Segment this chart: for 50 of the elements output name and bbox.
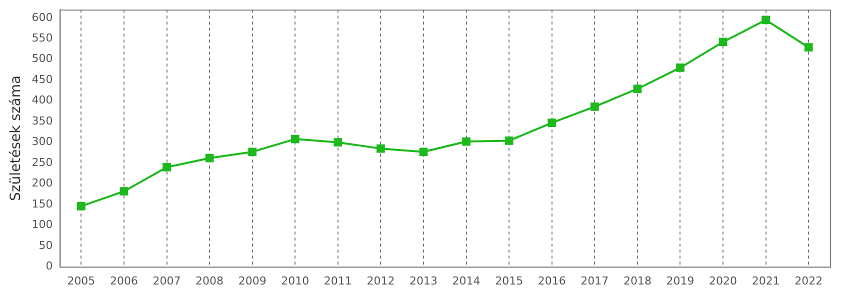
y-tick-label: 400 [32, 94, 53, 107]
x-tick-label: 2022 [794, 274, 823, 288]
y-tick-label: 100 [32, 218, 53, 232]
y-tick-label: 250 [32, 156, 53, 169]
point [762, 16, 770, 24]
point [205, 154, 214, 162]
y-tick-label: 50 [38, 238, 53, 252]
point [633, 84, 642, 94]
x-tick-label: 2007 [152, 274, 181, 288]
point [548, 118, 556, 128]
x-tick-label: 2018 [623, 274, 652, 288]
x-tick-label: 2013 [410, 274, 438, 288]
x-tick-label: 2020 [709, 274, 738, 288]
point [77, 202, 86, 210]
point [248, 148, 257, 156]
point [590, 102, 599, 111]
y-tick-label: 600 [32, 10, 53, 24]
y-tick-label: 0 [46, 260, 53, 273]
point [120, 187, 128, 196]
y-tick-label: 300 [32, 135, 53, 148]
x-tick-label: 2021 [752, 274, 780, 288]
point [376, 144, 385, 153]
y-tick-label: 150 [32, 197, 53, 210]
x-tick-label: 2014 [452, 274, 480, 288]
x-tick-label: 2008 [196, 274, 224, 288]
point [162, 163, 171, 172]
point [718, 38, 728, 46]
x-tick-label: 2012 [366, 274, 395, 288]
y-axis-title: Születések száma [8, 75, 24, 202]
x-tick-label: 2005 [67, 274, 96, 288]
y-tick-label: 550 [32, 32, 53, 44]
x-tick-label: 2019 [666, 274, 694, 288]
point [290, 134, 300, 144]
x-tick-label: 2009 [238, 274, 266, 288]
y-tick-label: 350 [32, 114, 53, 128]
y-tick-label: 450 [32, 72, 53, 86]
point [462, 137, 470, 146]
x-tick-label: 2016 [538, 274, 566, 288]
point [334, 138, 342, 147]
point [676, 63, 684, 72]
y-tick-label: 500 [32, 52, 53, 66]
x-tick-label: 2017 [580, 274, 609, 288]
x-tick-label: 2006 [110, 274, 138, 288]
point [419, 148, 428, 156]
x-tick-label: 2015 [495, 274, 524, 288]
x-tick-label: 2011 [324, 274, 352, 288]
point [504, 136, 514, 145]
y-tick-label: 200 [32, 176, 53, 190]
point [804, 43, 813, 52]
x-tick-label: 2010 [281, 274, 310, 288]
